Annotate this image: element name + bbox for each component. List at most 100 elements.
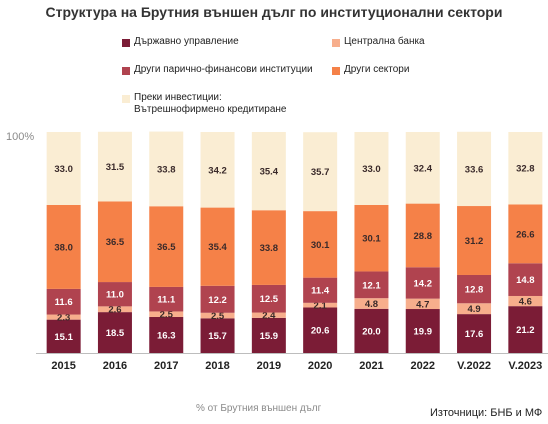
bar-segment (457, 206, 492, 275)
legend-item-other-mfi: Други парично-финансови институции (122, 64, 313, 76)
x-tick-label: 2016 (103, 360, 127, 372)
data-label: 15.7 (208, 331, 227, 342)
legend-swatch (332, 39, 340, 47)
bar-segment (303, 307, 338, 353)
data-label: 34.2 (208, 165, 227, 176)
bar-segment (251, 210, 286, 285)
data-label: 17.6 (465, 329, 484, 340)
data-label: 33.8 (157, 164, 176, 175)
data-label: 33.8 (260, 243, 279, 254)
data-label: 35.7 (311, 167, 330, 178)
data-label: 32.4 (414, 163, 433, 174)
bar-segment (46, 319, 81, 353)
data-label: 2.1 (314, 301, 328, 312)
bar-segment (97, 312, 132, 353)
data-label: 18.5 (106, 328, 125, 339)
bar-segment (508, 204, 543, 264)
legend-swatch (122, 95, 130, 103)
x-tick-label: 2019 (257, 360, 281, 372)
data-label: 36.5 (157, 242, 176, 253)
bar-segment (508, 132, 543, 205)
data-label: 30.1 (362, 234, 381, 245)
bar-segment (457, 131, 492, 207)
bar-segment (457, 274, 492, 304)
x-tick-label: 2022 (411, 360, 435, 372)
data-label: 32.8 (516, 164, 535, 175)
legend-item-direct-investment: Преки инвестиции: Вътрешнофирмено кредит… (122, 92, 286, 116)
x-tick-label: 2018 (205, 360, 229, 372)
x-tick-label: 2015 (51, 360, 75, 372)
data-label: 21.2 (516, 325, 535, 336)
data-label: 35.4 (260, 167, 279, 178)
bar-segment (97, 282, 132, 307)
bar-segment (354, 204, 389, 272)
data-label: 14.8 (516, 275, 535, 286)
data-label: 31.2 (465, 236, 484, 247)
x-axis-label: % от Брутния външен дълг (196, 403, 322, 414)
bar-segment (149, 316, 184, 353)
data-label: 4.7 (416, 299, 429, 310)
bar-segment (149, 206, 184, 287)
legend-item-central-bank: Централна банка (332, 36, 425, 48)
data-label: 11.0 (106, 290, 124, 301)
bar-segment (354, 308, 389, 353)
legend-item-other-sectors: Други сектори (332, 64, 409, 76)
bar-segment (508, 306, 543, 353)
bar-segment (200, 312, 235, 319)
bar-segment (251, 312, 286, 318)
bar-segment (97, 131, 132, 202)
legend-swatch (122, 39, 130, 47)
legend-swatch (122, 67, 130, 75)
bar-segment (457, 303, 492, 315)
data-label: 2.4 (262, 311, 276, 322)
data-label: 11.6 (55, 297, 73, 308)
bar-segment (405, 203, 440, 268)
bar-segment (46, 204, 81, 289)
bar-segment (46, 288, 81, 315)
data-label: 2.6 (108, 305, 121, 316)
data-label: 4.6 (519, 297, 532, 308)
data-label: 12.2 (208, 295, 227, 306)
data-label: 19.9 (414, 327, 433, 338)
data-label: 11.1 (157, 295, 176, 306)
bar-segment (508, 263, 543, 296)
data-label: 33.0 (54, 164, 73, 175)
chart-title: Структура на Брутния външен дълг по инст… (45, 4, 503, 20)
data-label: 38.0 (54, 242, 73, 253)
bar-segment (303, 277, 338, 303)
data-label: 35.4 (208, 242, 227, 253)
legend-label: Централна банка (344, 36, 425, 47)
data-label: 11.4 (311, 286, 330, 297)
bar-segment (303, 302, 338, 308)
data-label: 15.1 (54, 332, 73, 343)
x-tick-label: 2021 (359, 360, 383, 372)
data-label: 31.5 (106, 162, 125, 173)
bar-segment (457, 314, 492, 353)
bar-segment (354, 298, 389, 309)
data-label: 12.1 (362, 280, 381, 291)
x-tick-label: V.2022 (457, 360, 491, 372)
source-note: Източници: БНБ и МФ (430, 407, 543, 419)
data-label: 20.0 (362, 326, 381, 337)
data-label: 12.8 (465, 285, 484, 296)
bar-segment (405, 309, 440, 353)
bar-segment (97, 306, 132, 313)
data-label: 28.8 (414, 231, 433, 242)
data-label: 12.5 (260, 294, 279, 305)
bar-segment (251, 317, 286, 353)
bar-segment (200, 285, 235, 313)
bar-segment (251, 284, 286, 313)
bar-segment (354, 132, 389, 205)
data-label: 4.8 (365, 299, 378, 310)
bar-segment (303, 211, 338, 278)
bar-segment (200, 318, 235, 353)
bar-segment (46, 132, 81, 205)
bar-segment (149, 286, 184, 312)
bar-segment (405, 132, 440, 204)
legend-label: Други сектори (344, 64, 410, 75)
x-tick-label: 2017 (154, 360, 178, 372)
bar-segment (251, 132, 286, 211)
data-label: 2.5 (160, 310, 174, 321)
